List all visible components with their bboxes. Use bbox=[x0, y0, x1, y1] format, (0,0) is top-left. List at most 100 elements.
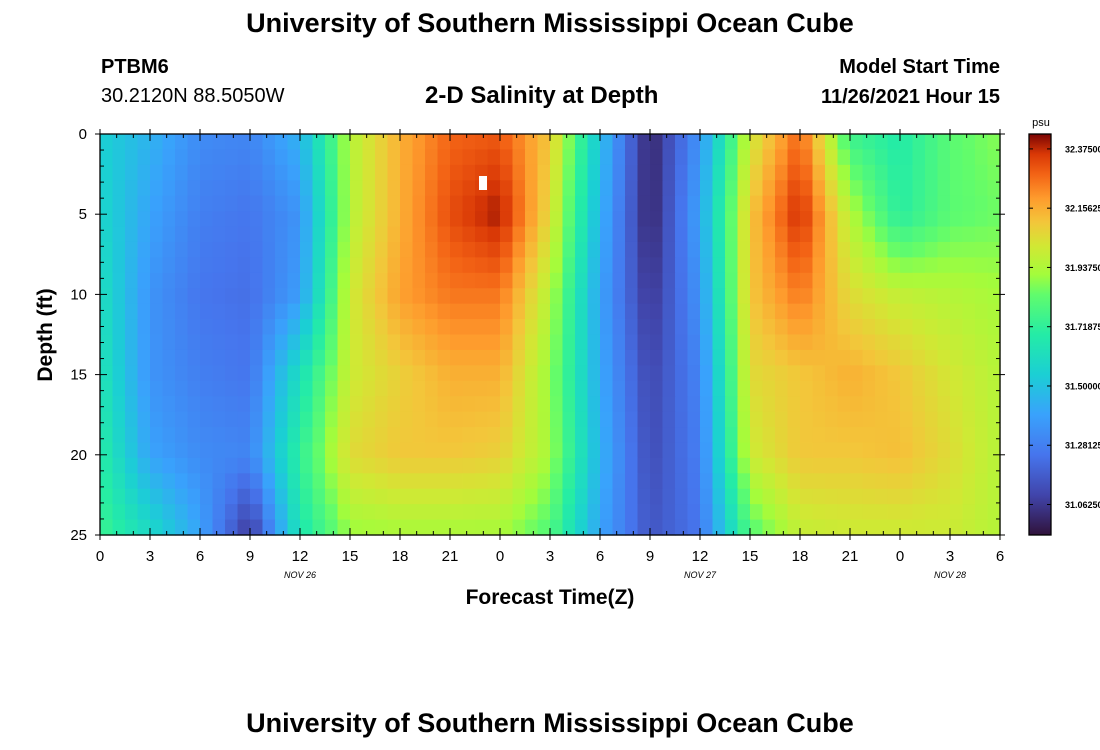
heatmap-cell bbox=[787, 241, 801, 258]
heatmap-cell bbox=[137, 241, 151, 258]
heatmap-cell bbox=[637, 334, 651, 351]
heatmap-cell bbox=[275, 164, 289, 181]
heatmap-cell bbox=[562, 211, 576, 228]
heatmap-cell bbox=[400, 519, 414, 536]
heatmap-cell bbox=[612, 457, 626, 474]
x-tick-label: 12 bbox=[692, 548, 709, 565]
heatmap-cell bbox=[375, 442, 389, 459]
heatmap-cell bbox=[312, 319, 326, 336]
heatmap-cell bbox=[687, 164, 701, 181]
heatmap-cell bbox=[162, 288, 176, 305]
heatmap-cell bbox=[975, 149, 989, 166]
heatmap-cell bbox=[587, 303, 601, 320]
heatmap-cell bbox=[925, 504, 939, 521]
heatmap-cell bbox=[850, 442, 864, 459]
heatmap-cell bbox=[200, 365, 214, 382]
heatmap-cell bbox=[875, 504, 889, 521]
heatmap-cell bbox=[837, 257, 851, 274]
heatmap-cell bbox=[387, 164, 401, 181]
heatmap-cell bbox=[537, 427, 551, 444]
heatmap-cell bbox=[700, 457, 714, 474]
heatmap-cell bbox=[562, 180, 576, 197]
heatmap-cell bbox=[825, 519, 839, 536]
heatmap-cell bbox=[587, 180, 601, 197]
heatmap-cell bbox=[412, 149, 426, 166]
heatmap-cell bbox=[150, 365, 164, 382]
heatmap-cell bbox=[700, 442, 714, 459]
heatmap-cell bbox=[662, 427, 676, 444]
heatmap-cell bbox=[350, 164, 364, 181]
heatmap-cell bbox=[800, 257, 814, 274]
heatmap-cell bbox=[325, 319, 339, 336]
heatmap-cell bbox=[762, 396, 776, 413]
heatmap-cell bbox=[600, 380, 614, 397]
heatmap-cell bbox=[625, 488, 639, 505]
heatmap-cell bbox=[625, 457, 639, 474]
heatmap-cell bbox=[575, 303, 589, 320]
heatmap-cell bbox=[137, 473, 151, 490]
heatmap-cell bbox=[875, 241, 889, 258]
heatmap-cell bbox=[862, 504, 876, 521]
heatmap-cell bbox=[512, 319, 526, 336]
heatmap-cell bbox=[325, 380, 339, 397]
heatmap-cell bbox=[862, 134, 876, 151]
heatmap-cell bbox=[950, 365, 964, 382]
heatmap-cell bbox=[375, 349, 389, 366]
heatmap-cell bbox=[237, 411, 251, 428]
heatmap-cell bbox=[625, 257, 639, 274]
heatmap-cell bbox=[612, 195, 626, 212]
heatmap-cell bbox=[337, 334, 351, 351]
heatmap-cell bbox=[175, 457, 189, 474]
heatmap-cell bbox=[975, 349, 989, 366]
heatmap-cell bbox=[162, 427, 176, 444]
heatmap-cell bbox=[675, 488, 689, 505]
heatmap-cell bbox=[437, 488, 451, 505]
heatmap-cell bbox=[362, 334, 376, 351]
heatmap-cell bbox=[812, 257, 826, 274]
heatmap-cell bbox=[275, 349, 289, 366]
heatmap-cell bbox=[875, 380, 889, 397]
heatmap-cell bbox=[475, 519, 489, 536]
heatmap-cell bbox=[450, 473, 464, 490]
heatmap-cell bbox=[412, 473, 426, 490]
heatmap-cell bbox=[100, 180, 114, 197]
heatmap-cell bbox=[512, 380, 526, 397]
heatmap-cell bbox=[787, 427, 801, 444]
heatmap-cell bbox=[575, 457, 589, 474]
heatmap-cell bbox=[712, 180, 726, 197]
heatmap-cell bbox=[600, 149, 614, 166]
heatmap-cell bbox=[675, 396, 689, 413]
heatmap-cell bbox=[737, 411, 751, 428]
heatmap-cell bbox=[187, 211, 201, 228]
heatmap-cell bbox=[487, 226, 501, 243]
heatmap-cell bbox=[812, 226, 826, 243]
heatmap-cell bbox=[225, 442, 239, 459]
heatmap-cell bbox=[975, 427, 989, 444]
heatmap-cell bbox=[737, 134, 751, 151]
heatmap-cell bbox=[887, 349, 901, 366]
heatmap-cell bbox=[362, 396, 376, 413]
heatmap-cell bbox=[587, 349, 601, 366]
heatmap-cell bbox=[500, 457, 514, 474]
heatmap-cell bbox=[600, 226, 614, 243]
heatmap-cell bbox=[712, 380, 726, 397]
heatmap-cell bbox=[250, 180, 264, 197]
heatmap-cell bbox=[737, 442, 751, 459]
heatmap-cell bbox=[975, 195, 989, 212]
heatmap-cell bbox=[475, 427, 489, 444]
heatmap-cell bbox=[875, 288, 889, 305]
heatmap-cell bbox=[675, 134, 689, 151]
heatmap-cell bbox=[725, 334, 739, 351]
heatmap-cell bbox=[300, 164, 314, 181]
heatmap-cell bbox=[687, 488, 701, 505]
heatmap-cell bbox=[187, 180, 201, 197]
heatmap-cell bbox=[912, 134, 926, 151]
heatmap-cell bbox=[200, 288, 214, 305]
heatmap-cell bbox=[150, 488, 164, 505]
heatmap-cell bbox=[275, 380, 289, 397]
heatmap-cell bbox=[250, 349, 264, 366]
heatmap-cell bbox=[250, 488, 264, 505]
heatmap-cell bbox=[725, 519, 739, 536]
heatmap-cell bbox=[137, 257, 151, 274]
heatmap-cell bbox=[250, 211, 264, 228]
